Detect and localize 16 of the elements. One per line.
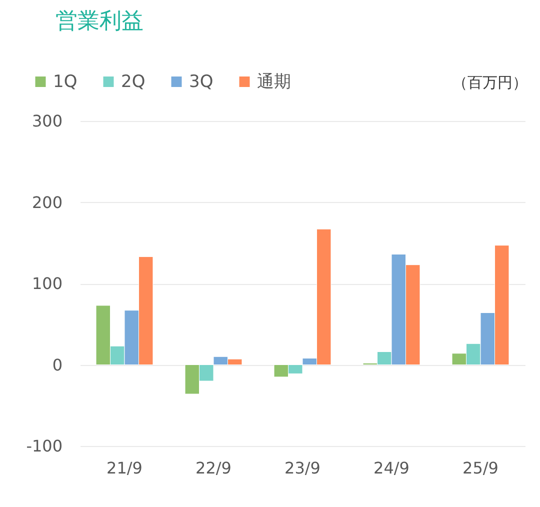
y-tick-label: 0 xyxy=(52,355,62,374)
legend-label: 通期 xyxy=(257,72,291,92)
chart-title: 営業利益 xyxy=(56,9,144,34)
x-tick-label: 22/9 xyxy=(196,458,232,478)
legend-label: 2Q xyxy=(121,72,146,92)
x-tick-label: 23/9 xyxy=(284,458,320,478)
x-tick-label: 24/9 xyxy=(374,458,410,478)
x-tick-label: 25/9 xyxy=(462,458,498,478)
legend-label: 3Q xyxy=(189,72,214,92)
y-axis-title: （百万円） xyxy=(452,74,528,92)
y-tick-label: 200 xyxy=(32,192,62,212)
y-tick-label: -100 xyxy=(26,436,62,456)
x-tick-label: 21/9 xyxy=(106,458,142,478)
legend-label: 1Q xyxy=(53,72,78,92)
y-tick-label: 300 xyxy=(32,112,62,130)
y-tick-label: 100 xyxy=(32,274,62,293)
